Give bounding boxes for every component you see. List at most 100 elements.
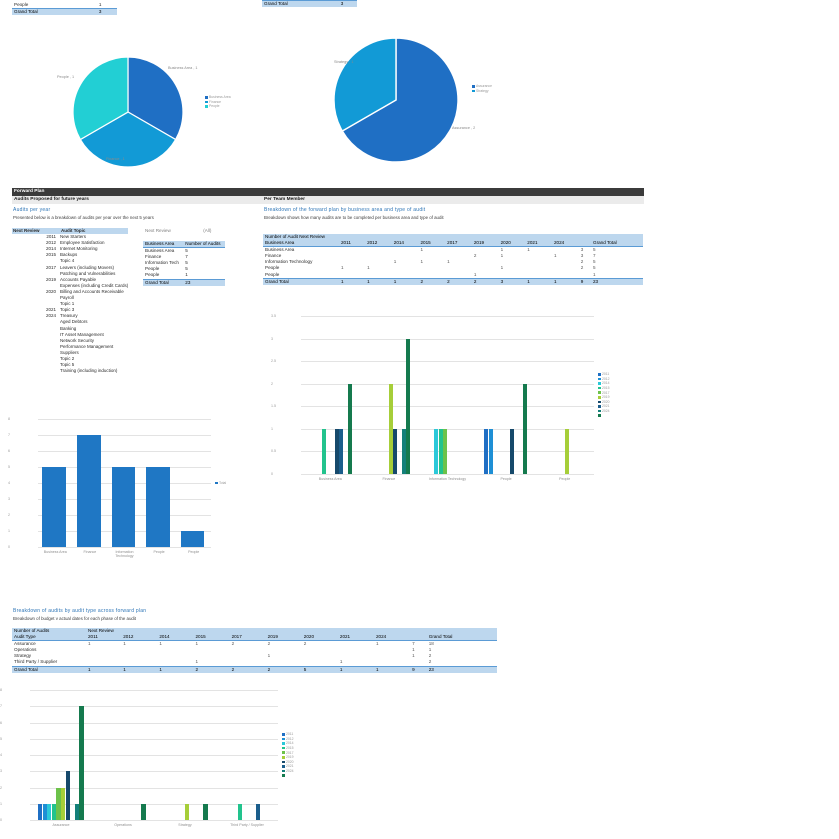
left-section-heading: Audits Proposed for future years — [14, 197, 89, 202]
next-review-filter[interactable]: Next Review (All) — [143, 228, 225, 234]
col-next-review: Next Review — [13, 228, 40, 233]
bar — [347, 383, 352, 474]
left-subtitle-grey: Presented below is a breakdown of audits… — [13, 215, 154, 220]
y-axis-tick: 3 — [0, 769, 2, 774]
topic-name: Performance Management — [60, 343, 114, 349]
legend-label: Strategy — [475, 88, 489, 93]
cell: 1 — [412, 653, 415, 659]
filter-value[interactable]: (All) — [203, 228, 212, 233]
topic-year: 2021 — [45, 307, 56, 313]
bar — [488, 428, 493, 474]
grand-total-cell: 2 — [447, 278, 450, 284]
col-2015: 2015 — [420, 240, 431, 246]
gridline — [301, 428, 594, 430]
grand-total-cell: 1 — [341, 278, 344, 284]
cell — [445, 272, 472, 279]
list-item: 2024 Treasury — [12, 313, 128, 319]
pie-slice-assurance — [341, 37, 459, 163]
pie-right-svg — [333, 37, 459, 163]
y-axis-tick: 7 — [8, 433, 10, 437]
legend-label: 2017 — [285, 750, 294, 755]
y-axis-tick: 0.5 — [271, 449, 276, 454]
list-item: Suppliers — [12, 350, 128, 356]
grand-total-row: Grand Total 23 — [143, 279, 225, 286]
bar — [180, 531, 205, 547]
bar — [51, 803, 57, 820]
legend-item: Finance — [205, 100, 231, 105]
filter-row[interactable]: Next Review (All) — [143, 228, 225, 234]
bottom-filter-label: Next Review — [88, 628, 114, 633]
col-2024: 2024 — [376, 634, 387, 640]
col-2014: 2014 — [393, 240, 404, 246]
bar — [434, 428, 439, 474]
legend-label: 2011 — [601, 372, 610, 377]
grand-total-row: Grand Total 3 — [262, 0, 357, 8]
cell: 1 — [447, 259, 450, 265]
row-label: Third Party / Supplier — [14, 659, 58, 665]
pie-slice-finance — [79, 111, 177, 168]
topic-name: Training (including induction) — [60, 368, 118, 374]
table-row: People 1 1 — [263, 272, 643, 279]
legend-item: 2020 — [282, 760, 294, 765]
cell: 1 — [473, 271, 477, 277]
cell: 2 — [303, 641, 307, 647]
row-label: Strategy — [14, 653, 32, 659]
grand-total-cell: 1 — [376, 666, 379, 672]
col-number-of-audits: Number of Audits — [185, 241, 221, 246]
legend-label: Total — [218, 480, 227, 485]
legend-label: 2020 — [601, 399, 610, 404]
row-value: 5 — [185, 266, 188, 272]
cell: 3 — [580, 253, 584, 259]
bar — [203, 803, 208, 820]
gridline — [30, 787, 278, 789]
bottom-heading-blue: Breakdown of audits by audit type across… — [13, 608, 147, 614]
cell: 1 — [420, 259, 424, 265]
table-title-row: Number of Audits Next Review — [12, 628, 497, 635]
row-label: Finance — [265, 253, 282, 259]
cell: 1 — [527, 247, 530, 253]
topic-name: Topic 1 — [60, 301, 75, 307]
col-blank — [579, 240, 591, 247]
gridline — [301, 474, 594, 475]
bar — [111, 467, 136, 547]
y-axis-tick: 3 — [271, 336, 273, 341]
legend-label: 2019 — [285, 755, 294, 760]
row-value: 1 — [98, 2, 102, 7]
legend-swatch-icon — [282, 733, 285, 736]
business-area-table: Business Area Number of Audits Business … — [143, 241, 225, 286]
bar — [401, 428, 406, 474]
table-row: Third Party / Supplier 1 1 2 — [12, 659, 497, 666]
grand-total-cell: 1 — [88, 666, 91, 672]
y-axis-tick: 8 — [8, 417, 10, 421]
legend-swatch-icon — [598, 395, 601, 399]
bar — [47, 803, 52, 820]
grand-total-cell: 23 — [428, 666, 434, 672]
table-row: Strategy 1 1 2 — [12, 653, 497, 659]
legend-label: 2019 — [601, 395, 610, 400]
gridline — [38, 419, 211, 420]
topic-year: 2017 — [45, 264, 56, 270]
grand-total-cell: 1 — [159, 666, 162, 672]
team-table-title: Number of Audit Next Review — [265, 234, 325, 239]
legend-label: People — [208, 104, 220, 109]
col-2024: 2024 — [553, 240, 565, 246]
filter-label: Next Review — [145, 228, 171, 233]
legend-item: 2017 — [282, 750, 294, 755]
cell: 2 — [267, 641, 271, 647]
cell — [499, 272, 526, 279]
topic-name: Patching and Vulnerabilities — [60, 270, 116, 276]
list-item: Banking — [12, 326, 128, 332]
table-row: Information Technology 1 1 1 2 5 — [263, 259, 643, 265]
cell — [552, 247, 579, 254]
bar — [77, 435, 101, 547]
legend-swatch-icon — [282, 774, 285, 777]
col-Grand Total: Grand Total — [428, 634, 453, 640]
cell — [445, 247, 472, 254]
legend-swatch-icon — [205, 105, 208, 108]
x-axis-label: People — [153, 550, 165, 554]
cell — [339, 247, 365, 254]
topic-name: Expenses (including Credit Cards) — [60, 282, 129, 288]
legend-item: 2021 — [282, 764, 294, 769]
filter-table[interactable]: Next Review (All) — [143, 228, 225, 234]
legend-label: Business Area — [208, 95, 231, 100]
